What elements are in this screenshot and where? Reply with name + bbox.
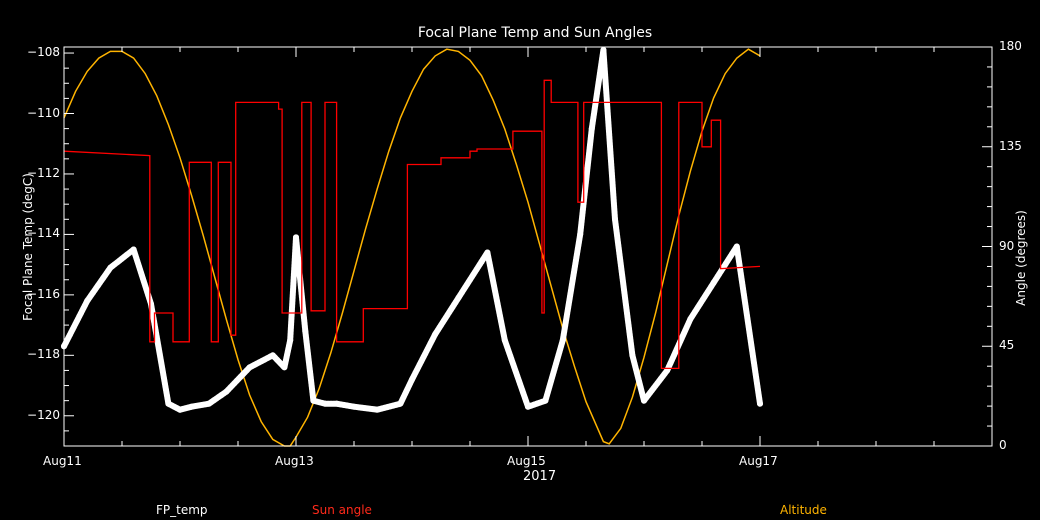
fp-temp-point <box>374 406 381 413</box>
fp-temp-point <box>757 400 763 407</box>
y2-tick-label: 180 <box>999 39 1022 53</box>
y2-axis-label: Angle (degrees) <box>1014 210 1028 306</box>
series-sun-angle-line <box>63 79 761 370</box>
y-tick-label: −110 <box>27 105 60 120</box>
fp-temp-point <box>409 376 415 383</box>
legend-sun-angle: Sun angle <box>312 503 372 517</box>
fp-temp-point <box>600 47 607 54</box>
fp-temp-point <box>641 397 647 404</box>
y2-tick-label: 135 <box>999 138 1022 153</box>
fp-temp-point <box>293 234 299 241</box>
axes <box>63 46 993 447</box>
y2-tick-label: 45 <box>999 338 1015 353</box>
fp-temp-point <box>397 400 404 407</box>
fp-temp-point <box>177 406 183 413</box>
fp-temp-point <box>165 400 172 407</box>
fp-temp-point <box>542 397 549 404</box>
fp-temp-point <box>333 400 340 407</box>
y2-tick-label: 90 <box>999 238 1015 253</box>
fp-temp-point <box>501 337 508 344</box>
y-tick-label: −108 <box>27 45 60 60</box>
fp-temp-point <box>351 403 357 410</box>
fp-temp-point <box>710 279 717 286</box>
fp-temp-point <box>148 300 154 307</box>
fp-temp-point <box>310 397 317 404</box>
fp-temp-point <box>612 216 618 223</box>
fp-temp-point <box>588 125 595 132</box>
y-tick-label: −116 <box>27 286 60 301</box>
legend-altitude: Altitude <box>780 503 827 517</box>
fp-temp-point <box>188 403 195 410</box>
fp-temp-point <box>246 364 253 371</box>
y-tick-label: −114 <box>27 226 60 241</box>
series-altitude-line <box>63 48 761 447</box>
x-tick-label: Aug13 <box>275 454 314 468</box>
fp-temp-point <box>322 400 328 407</box>
fp-temp-point <box>84 297 91 304</box>
fp-temp-point <box>455 294 462 301</box>
y-tick-label: −120 <box>27 407 60 422</box>
plot-frame <box>63 46 993 447</box>
fp-temp-point <box>432 331 439 338</box>
fp-temp-point <box>269 352 276 359</box>
fp-temp-point <box>302 328 309 335</box>
fp-temp-point <box>478 258 485 265</box>
fp-temp-point <box>629 352 636 359</box>
x-tick-label: Aug11 <box>43 454 82 468</box>
y-tick-label: −118 <box>27 347 60 362</box>
fp-temp-point <box>687 316 694 323</box>
fp-temp-point <box>577 231 584 238</box>
fp-temp-point <box>223 388 230 395</box>
fp-temp-point <box>525 403 531 410</box>
fp-temp-point <box>484 249 491 256</box>
fp-temp-point <box>281 364 288 371</box>
x-tick-label: Aug15 <box>507 454 546 468</box>
legend-fp-temp: FP_temp <box>156 503 208 517</box>
plot-area <box>61 47 763 447</box>
fp-temp-point <box>733 243 740 250</box>
x-tick-label: Aug17 <box>739 454 778 468</box>
x-axis-label: 2017 <box>523 469 557 484</box>
series-fp-temp-line <box>61 47 763 413</box>
y2-tick-label: 0 <box>999 438 1007 452</box>
fp-temp-point <box>206 400 212 407</box>
y-tick-label: −112 <box>27 165 60 180</box>
chart-title: Focal Plane Temp and Sun Angles <box>417 25 653 41</box>
fp-temp-point <box>107 264 114 271</box>
fp-temp-point <box>130 246 137 253</box>
fp-temp-point <box>287 337 294 344</box>
fp-temp-point <box>559 337 566 344</box>
